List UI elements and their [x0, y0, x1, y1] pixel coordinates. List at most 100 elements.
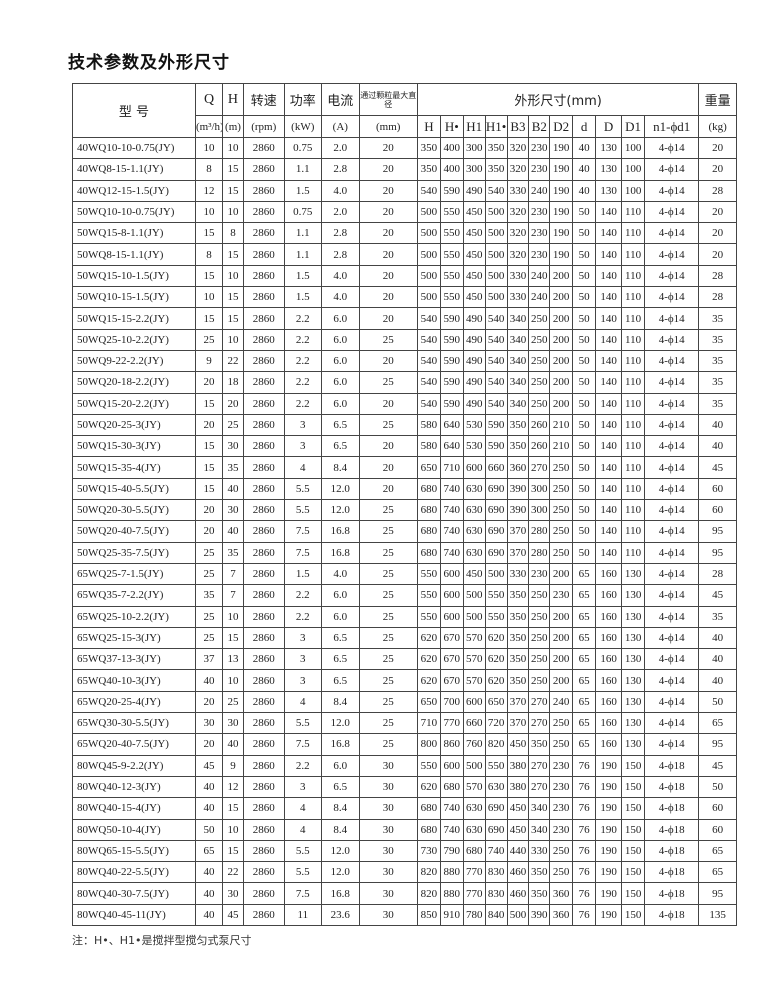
table-cell: 620	[484, 669, 508, 692]
table-cell: 76	[572, 775, 597, 799]
table-cell: 40	[572, 179, 597, 202]
table-cell: 4-ϕ14	[644, 626, 700, 650]
table-cell: 76	[572, 839, 597, 863]
table-row: 50WQ10-15-1.5(JY) 10 15 2860 1.5 4.0 20 500 550 4…	[72, 286, 737, 309]
table-cell: 2860	[242, 797, 285, 820]
table-cell: 60	[698, 818, 737, 841]
table-cell: 6.0	[321, 371, 360, 394]
table-cell: 40	[194, 903, 224, 926]
table-cell: 12.0	[321, 712, 360, 735]
table-cell: 700	[439, 690, 464, 714]
table-cell: 35	[698, 307, 737, 330]
table-cell: 40	[572, 158, 597, 181]
unit-weight: (kg)	[698, 115, 737, 138]
table-cell: 490	[462, 392, 486, 415]
table-cell: 150	[621, 797, 646, 820]
table-cell: 20	[698, 136, 737, 160]
model-cell: 50WQ15-20-2.2(JY)	[72, 392, 196, 415]
table-cell: 2860	[242, 371, 285, 394]
model-cell: 65WQ37-13-3(JY)	[72, 648, 196, 671]
model-cell: 40WQ8-15-1.1(JY)	[72, 158, 196, 181]
table-cell: 210	[549, 413, 574, 437]
table-cell: 820	[416, 882, 441, 905]
table-cell: 2.2	[283, 392, 323, 415]
table-cell: 200	[549, 307, 574, 330]
table-cell: 6.0	[321, 584, 360, 607]
table-cell: 2.0	[321, 200, 360, 224]
table-cell: 12	[222, 775, 244, 799]
table-cell: 2860	[242, 392, 285, 415]
table-cell: 620	[416, 648, 441, 671]
table-cell: 30	[222, 499, 244, 522]
table-cell: 9	[194, 349, 224, 373]
table-cell: 540	[484, 392, 508, 415]
table-cell: 670	[439, 669, 464, 692]
table-cell: 670	[439, 648, 464, 671]
table-cell: 140	[595, 243, 623, 266]
table-cell: 540	[484, 328, 508, 351]
table-cell: 25	[358, 541, 418, 564]
table-cell: 830	[484, 882, 508, 905]
table-cell: 690	[484, 818, 508, 841]
table-cell: 65	[572, 605, 597, 628]
table-cell: 540	[484, 179, 508, 202]
table-cell: 570	[462, 669, 486, 692]
table-cell: 330	[506, 286, 530, 309]
table-cell: 350	[484, 136, 508, 160]
table-cell: 680	[416, 477, 441, 501]
table-cell: 130	[621, 605, 646, 628]
table-cell: 200	[549, 392, 574, 415]
table-cell: 4.0	[321, 562, 360, 586]
unit-q: (m³/h)	[194, 115, 224, 138]
table-cell: 2860	[242, 328, 285, 351]
table-cell: 8.4	[321, 797, 360, 820]
table-cell: 250	[528, 307, 551, 330]
table-cell: 710	[439, 456, 464, 479]
table-cell: 350	[506, 626, 530, 650]
table-cell: 15	[222, 179, 244, 202]
table-cell: 8.4	[321, 818, 360, 841]
table-cell: 340	[506, 349, 530, 373]
table-cell: 30	[358, 797, 418, 820]
table-cell: 2860	[242, 349, 285, 373]
table-cell: 200	[549, 328, 574, 351]
table-row: 50WQ15-10-1.5(JY) 15 10 2860 1.5 4.0 20 500 550 4…	[72, 264, 737, 288]
table-cell: 130	[621, 733, 646, 756]
table-cell: 25	[194, 626, 224, 650]
table-cell: 2.8	[321, 158, 360, 181]
table-cell: 590	[439, 371, 464, 394]
table-cell: 230	[549, 775, 574, 799]
table-cell: 230	[528, 158, 551, 181]
table-cell: 4-ϕ14	[644, 286, 700, 309]
table-cell: 15	[222, 626, 244, 650]
model-cell: 50WQ25-10-2.2(JY)	[72, 328, 196, 351]
table-cell: 2860	[242, 541, 285, 564]
table-cell: 4	[283, 456, 323, 479]
table-cell: 16.8	[321, 882, 360, 905]
table-cell: 540	[416, 179, 441, 202]
table-cell: 650	[416, 456, 441, 479]
table-cell: 16.8	[321, 541, 360, 564]
table-cell: 35	[222, 456, 244, 479]
table-row: 65WQ25-10-2.2(JY) 25 10 2860 2.2 6.0 25 550 600 5…	[72, 605, 737, 628]
table-cell: 590	[484, 413, 508, 437]
table-cell: 130	[621, 669, 646, 692]
table-cell: 800	[416, 733, 441, 756]
table-cell: 4-ϕ14	[644, 733, 700, 756]
table-cell: 680	[416, 797, 441, 820]
table-cell: 630	[484, 775, 508, 799]
table-cell: 210	[549, 435, 574, 458]
table-row: 50WQ20-25-3(JY) 20 25 2860 3 6.5 25 580 640 530 59…	[72, 413, 737, 437]
table-cell: 25	[358, 413, 418, 437]
table-cell: 880	[439, 882, 464, 905]
table-cell: 240	[528, 264, 551, 288]
table-cell: 20	[358, 200, 418, 224]
table-cell: 25	[358, 499, 418, 522]
table-cell: 25	[358, 648, 418, 671]
table-cell: 25	[358, 371, 418, 394]
table-cell: 30	[358, 818, 418, 841]
table-cell: 2860	[242, 243, 285, 266]
table-cell: 770	[439, 712, 464, 735]
table-cell: 550	[484, 584, 508, 607]
table-cell: 1.5	[283, 179, 323, 202]
